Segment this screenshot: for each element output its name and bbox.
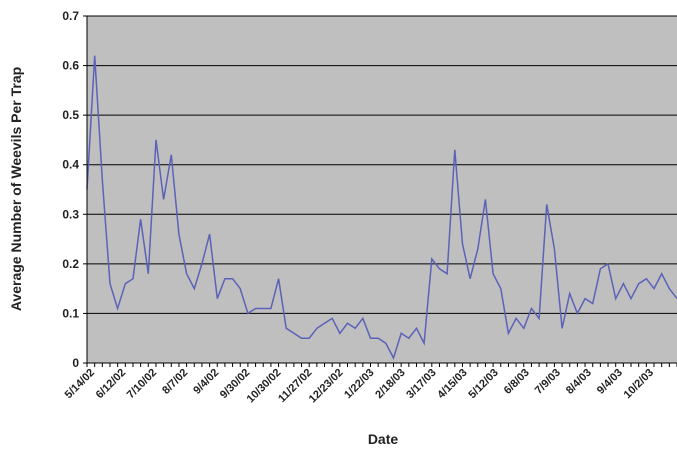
x-tick-label: 1/22/03 — [342, 367, 376, 401]
x-tick-label: 3/17/03 — [404, 367, 438, 401]
y-tick-label: 0.7 — [62, 9, 79, 23]
y-tick-label: 0.6 — [62, 59, 79, 73]
y-tick-label: 0.5 — [62, 108, 79, 122]
x-tick-label: 6/8/03 — [502, 367, 532, 397]
x-tick-label: 8/4/03 — [564, 367, 594, 397]
x-tick-label: 10/2/03 — [622, 367, 656, 401]
x-tick-label: 5/12/03 — [466, 367, 500, 401]
x-tick-label: 4/15/03 — [435, 367, 469, 401]
x-tick-label: 6/12/02 — [94, 367, 128, 401]
y-axis-ticks: 0 0.1 0.2 0.3 0.4 0.5 0.6 0.7 — [62, 9, 87, 370]
x-tick-label: 2/18/03 — [373, 367, 407, 401]
series-line — [86, 55, 677, 360]
x-tick-label: 12/23/02 — [307, 367, 346, 406]
y-axis-title: Average Number of Weevils Per Trap — [8, 67, 24, 311]
x-tick-label: 7/10/02 — [125, 367, 159, 401]
y-tick-label: 0.4 — [62, 158, 79, 172]
x-tick-label: 7/9/03 — [533, 367, 563, 397]
x-axis-title: Date — [368, 431, 399, 447]
y-tick-label: 0 — [72, 356, 79, 370]
y-tick-label: 0.1 — [62, 306, 79, 320]
y-tick-label: 0.2 — [62, 257, 79, 271]
x-tick-label: 5/14/02 — [63, 367, 97, 401]
x-axis-ticks: 5/14/026/12/027/10/02 8/7/02 9/4/029/30/02… — [63, 363, 677, 405]
x-tick-label: 8/7/02 — [160, 367, 190, 397]
plot-area — [87, 16, 677, 363]
x-tick-label: 9/4/03 — [595, 367, 625, 397]
x-tick-label: 10/30/02 — [245, 367, 284, 406]
x-tick-label: 9/4/02 — [191, 367, 221, 397]
y-tick-label: 0.3 — [62, 207, 79, 221]
